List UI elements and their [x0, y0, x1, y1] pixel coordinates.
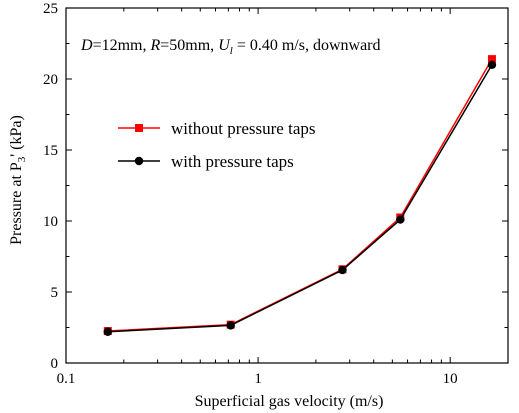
- series-point: [396, 215, 405, 224]
- x-tick-label: 1: [254, 371, 262, 387]
- legend: without pressure taps with pressure taps: [118, 119, 315, 171]
- x-axis-title: Superficial gas velocity (m/s): [195, 393, 384, 410]
- tick-marks: 0.1 1 10 0 5 10 15 20 25: [43, 1, 508, 387]
- x-tick-label: 10: [443, 371, 458, 387]
- y-tick-label: 10: [43, 214, 58, 230]
- series-point: [226, 321, 235, 330]
- series-point: [338, 265, 347, 275]
- series-0: [103, 55, 496, 336]
- chart-annotation: D=12mm, R=50mm, Ul = 0.40 m/s, downward: [80, 37, 381, 57]
- legend-marker: [134, 156, 144, 166]
- series-point: [487, 60, 497, 69]
- series-1: [103, 60, 497, 336]
- legend-marker: [135, 124, 143, 132]
- series-line: [107, 64, 493, 333]
- series-line: [107, 58, 493, 332]
- legend-label: without pressure taps: [171, 119, 315, 138]
- plot-frame: [65, 7, 509, 364]
- legend-item: with pressure taps: [118, 152, 294, 171]
- legend-label: with pressure taps: [171, 152, 294, 171]
- y-tick-label: 5: [51, 285, 59, 301]
- y-tick-label: 15: [43, 143, 58, 159]
- y-axis-title: Pressure at P3' (kPa): [8, 115, 28, 245]
- series-point: [103, 327, 112, 336]
- axes: [65, 7, 509, 364]
- y-tick-label: 20: [43, 72, 58, 88]
- series-layer: [103, 55, 497, 336]
- y-tick-label: 0: [51, 356, 59, 372]
- legend-item: without pressure taps: [118, 119, 315, 138]
- x-tick-label: 0.1: [57, 371, 76, 387]
- series-point: [487, 55, 496, 64]
- y-tick-label: 25: [43, 1, 58, 17]
